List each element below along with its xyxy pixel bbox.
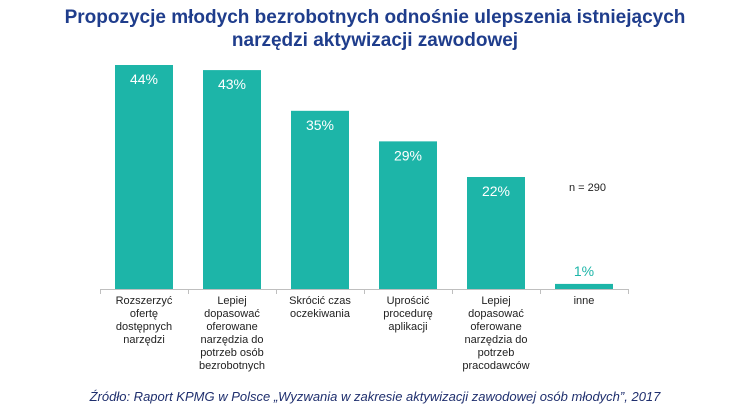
category-label-5: Lepiej dopasować oferowane narzędzia do potr… — [453, 295, 539, 373]
bar-6 — [555, 283, 613, 289]
category-label-line: Uprościć — [386, 295, 430, 307]
category-label-line: narzędzi — [123, 334, 165, 346]
bar-2 — [203, 70, 261, 289]
bar-4 — [379, 141, 437, 289]
category-label-line: bezrobotnych — [198, 360, 266, 372]
category-label-line: dopasować — [204, 308, 260, 320]
category-label-line: Skrócić czas — [289, 295, 351, 307]
category-label-line: Lepiej — [481, 295, 511, 307]
category-label-line: ofertę — [129, 308, 159, 320]
category-label-2: Lepiej dopasować oferowane narzędzia do potr… — [189, 295, 275, 373]
bar-value-label-6: 1% — [574, 263, 594, 279]
sample-size-note: n = 290 — [569, 182, 607, 194]
category-label-line: Lepiej — [217, 295, 247, 307]
bar-5 — [467, 177, 525, 289]
category-label-4: Uprościć procedurę aplikacji — [365, 295, 451, 334]
bar-value-label-2: 43% — [218, 76, 246, 92]
bar-value-label-4: 29% — [394, 147, 422, 163]
category-label-line: narzędzia do — [200, 334, 264, 346]
chart-title-line-2: narzędzi aktywizacji zawodowej — [231, 30, 519, 51]
category-label-6: inne — [541, 295, 627, 308]
category-label-line: potrzeb — [477, 347, 515, 359]
bar-value-label-3: 35% — [306, 117, 334, 133]
bar-value-label-1: 44% — [130, 71, 158, 87]
chart-title-line-1: Propozycje młodych bezrobotnych odnośnie… — [64, 7, 686, 28]
category-label-line: potrzeb osób — [200, 347, 264, 359]
bar-1 — [115, 65, 173, 289]
category-label-line: inne — [573, 295, 595, 307]
category-label-line: Rozszerzyć — [115, 295, 173, 307]
category-label-line: aplikacji — [388, 321, 428, 333]
category-label-line: pracodawców — [462, 360, 530, 372]
bar-3 — [291, 110, 349, 290]
category-label-line: dostępnych — [115, 321, 173, 333]
category-label-line: procedurę — [383, 308, 433, 320]
bar-value-label-5: 22% — [482, 183, 510, 199]
category-label-3: Skrócić czas oczekiwania — [277, 295, 363, 321]
category-label-line: narzędzia do — [464, 334, 528, 346]
category-label-1: Rozszerzyć ofertę dostępnych narzędzi — [101, 295, 187, 347]
source-footnote: Źródło: Raport KPMG w Polsce „Wyzwania w… — [89, 389, 661, 404]
category-label-line: oferowane — [206, 321, 258, 333]
chart-title: Propozycje młodych bezrobotnych odnośnie… — [0, 6, 750, 52]
category-label-line: oferowane — [470, 321, 522, 333]
category-label-line: oczekiwania — [290, 308, 350, 320]
category-label-line: dopasować — [468, 308, 524, 320]
